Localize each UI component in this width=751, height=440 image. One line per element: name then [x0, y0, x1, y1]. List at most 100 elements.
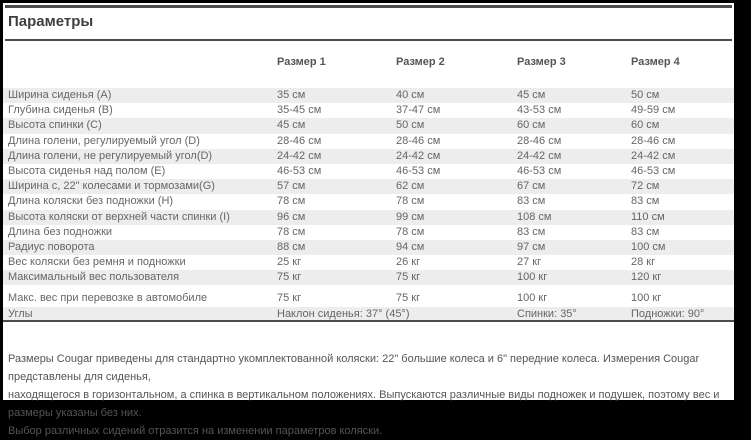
- param-value: 100 кг: [517, 292, 548, 305]
- table-row: Радиус поворота 88 см 94 см 97 см 100 см: [3, 239, 734, 256]
- param-value: 78 см: [277, 225, 306, 238]
- param-value: 35 см: [277, 89, 306, 101]
- param-value: 75 кг: [396, 292, 421, 305]
- param-value: 45 см: [517, 89, 546, 101]
- header-size-3: Размер 3: [517, 56, 566, 68]
- table-row: Глубина сиденья (B) 35-45 см 37-47 см 43-53…: [3, 103, 734, 118]
- param-value: 94 см: [396, 240, 425, 253]
- table-row: Длина коляски без подножки (H) 78 см 78 см…: [3, 194, 734, 209]
- table-row: Высота сиденья над полом (E) 46-53 см 46-5…: [3, 164, 734, 179]
- param-value: Наклон сиденья: 37° (45°): [277, 307, 410, 320]
- top-rule: [5, 5, 732, 8]
- param-value: 75 кг: [277, 292, 302, 305]
- param-value: 46-53 см: [396, 164, 441, 177]
- param-label: Макс. вес при перевозке в автомобиле: [8, 292, 208, 305]
- param-label: Длина без подножки: [8, 225, 113, 238]
- table-row: Высота спинки (C) 45 см 50 см 60 см 60 см: [3, 118, 734, 134]
- param-value: 83 см: [631, 225, 660, 238]
- table-row: Длина голени, регулируемый угол (D) 28-46…: [3, 134, 734, 149]
- param-value: 97 см: [517, 240, 546, 253]
- param-value: 100 кг: [631, 292, 662, 305]
- param-value: 57 см: [277, 180, 306, 193]
- table-row: Углы Наклон сиденья: 37° (45°) Спинки: 35°…: [3, 306, 734, 322]
- header-size-1: Размер 1: [277, 56, 326, 68]
- param-label: Длина голени, не регулируемый угол(D): [8, 149, 213, 162]
- header-spacer: [3, 55, 276, 69]
- param-value: 24-42 см: [396, 149, 441, 162]
- param-value: 27 кг: [517, 256, 542, 269]
- param-label: Вес коляски без ремня и подножки: [8, 256, 186, 269]
- param-value: 72 см: [631, 180, 660, 193]
- param-label: Ширина с, 22" колесами и тормозами(G): [8, 180, 215, 193]
- param-value: 83 см: [631, 195, 660, 208]
- param-value: 120 кг: [631, 271, 662, 284]
- param-label: Ширина сиденья (A): [8, 89, 112, 101]
- param-value: 26 кг: [396, 256, 421, 269]
- param-value: 108 см: [517, 210, 552, 223]
- table-row: Максимальный вес пользователя 75 кг 75 кг 1…: [3, 270, 734, 286]
- param-label: Длина голени, регулируемый угол (D): [8, 134, 200, 147]
- table-row: Длина без подножки 78 см 78 см 83 см 83 см: [3, 225, 734, 240]
- param-value: 100 см: [631, 240, 666, 253]
- page-title: Параметры: [8, 13, 94, 30]
- param-value: 46-53 см: [517, 164, 562, 177]
- param-value: 50 см: [631, 89, 660, 101]
- param-value: 24-42 см: [517, 149, 562, 162]
- table-row: Вес коляски без ремня и подножки 25 кг 26 …: [3, 255, 734, 270]
- param-label: Глубина сиденья (B): [8, 104, 113, 117]
- param-value: 28-46 см: [631, 134, 676, 147]
- param-value: 35-45 см: [277, 104, 322, 117]
- param-value: 99 см: [396, 210, 425, 223]
- param-value: 62 см: [396, 180, 425, 193]
- footnote: Размеры Cougar приведены для стандартно …: [8, 350, 732, 440]
- param-value: Спинки: 35°: [517, 307, 577, 320]
- param-value: 25 кг: [277, 256, 302, 269]
- table-row: Ширина с, 22" колесами и тормозами(G) 57 …: [3, 179, 734, 195]
- param-value: 28-46 см: [396, 134, 441, 147]
- param-value: 28-46 см: [517, 134, 562, 147]
- param-value: 100 кг: [517, 271, 548, 284]
- param-value: 83 см: [517, 225, 546, 238]
- param-value: 45 см: [277, 119, 306, 132]
- table-row: Высота коляски от верхней части спинки (…: [3, 209, 734, 225]
- param-value: 83 см: [517, 195, 546, 208]
- table-row: Макс. вес при перевозке в автомобиле 75 к…: [3, 291, 734, 306]
- param-value: 78 см: [277, 195, 306, 208]
- param-label: Углы: [8, 307, 33, 320]
- param-value: 60 см: [631, 119, 660, 132]
- footnote-line: Размеры Cougar приведены для стандартно …: [8, 352, 700, 383]
- table-row: Длина голени, не регулируемый угол(D) 24-…: [3, 148, 734, 164]
- param-label: Максимальный вес пользователя: [8, 271, 180, 284]
- footnote-line: Выбор различных сидений отразится на изм…: [8, 424, 383, 437]
- title-underline-rule: [5, 39, 732, 41]
- param-label: Длина коляски без подножки (H): [8, 195, 174, 208]
- param-value: Подножки: 90°: [631, 307, 705, 320]
- param-value: 78 см: [396, 195, 425, 208]
- param-value: [395, 307, 516, 322]
- parameters-table-rows: Ширина сиденья (A) 35 см 40 см 45 см 50 см Гл…: [3, 88, 734, 322]
- param-value: 40 см: [396, 89, 425, 101]
- header-size-4: Размер 4: [631, 56, 680, 68]
- param-label: Радиус поворота: [8, 240, 95, 253]
- param-value: 67 см: [517, 180, 546, 193]
- param-value: 24-42 см: [277, 149, 322, 162]
- footnote-line: находящегося в горизонтальном, а спинка …: [8, 388, 720, 419]
- param-value: 75 кг: [277, 271, 302, 284]
- header-size-2: Размер 2: [396, 56, 445, 68]
- param-value: 28 кг: [631, 256, 656, 269]
- param-value: 43-53 см: [517, 104, 562, 117]
- param-value: 46-53 см: [631, 164, 676, 177]
- param-value: 46-53 см: [277, 164, 322, 177]
- table-header-row: Размер 1 Размер 2 Размер 3 Размер 4: [3, 55, 734, 69]
- param-value: 96 см: [277, 210, 306, 223]
- param-value: 49-59 см: [631, 104, 676, 117]
- param-value: 75 кг: [396, 271, 421, 284]
- param-value: 50 см: [396, 119, 425, 132]
- param-value: 110 см: [631, 210, 665, 223]
- param-value: 24-42 см: [631, 149, 676, 162]
- parameters-panel: Параметры Размер 1 Размер 2 Размер 3 Раз…: [3, 3, 734, 437]
- param-value: 60 см: [517, 119, 546, 132]
- param-value: 28-46 см: [277, 134, 322, 147]
- param-label: Высота спинки (C): [8, 119, 102, 132]
- param-value: 88 см: [277, 240, 306, 253]
